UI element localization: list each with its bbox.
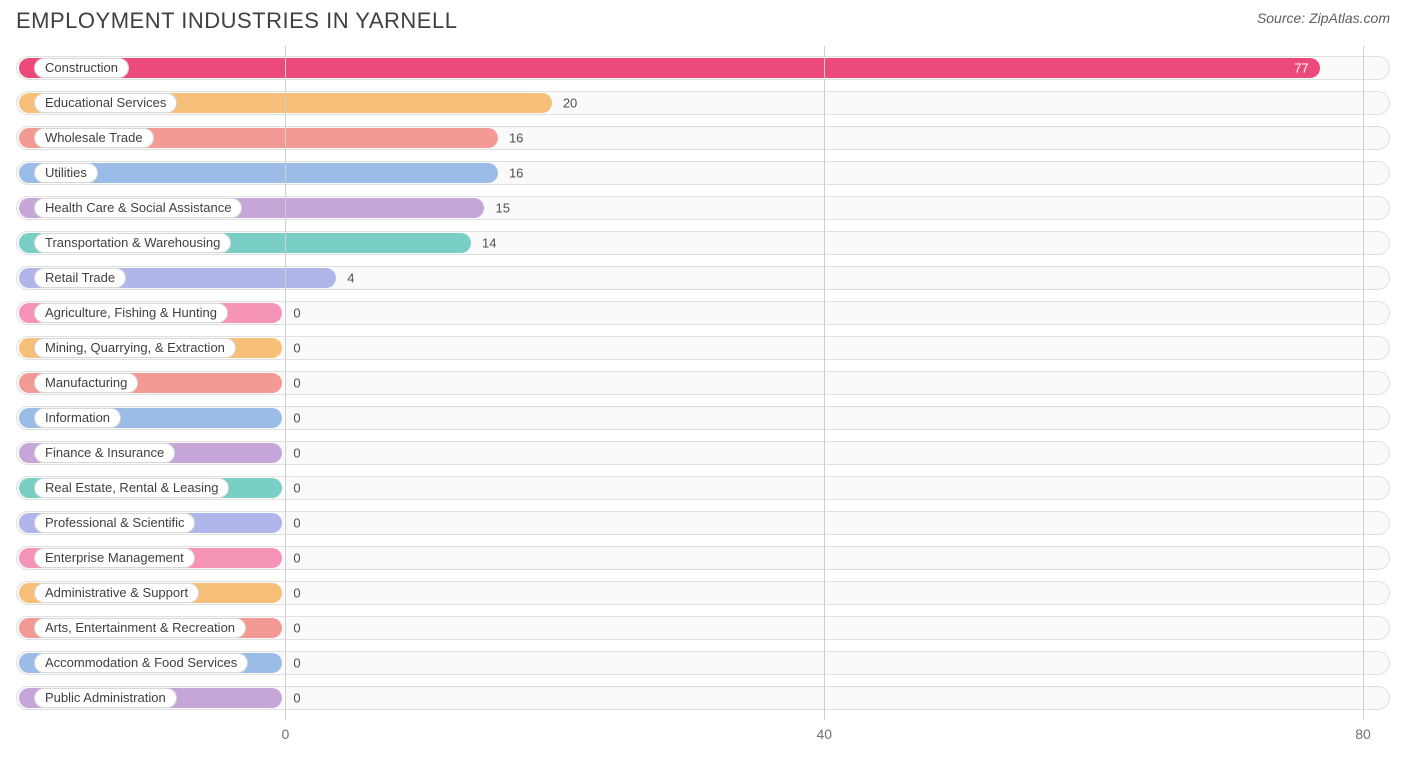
gridline [1363, 46, 1364, 720]
bar-label: Agriculture, Fishing & Hunting [34, 303, 228, 323]
bar-row: Construction 77 [16, 54, 1390, 82]
bar-row: Manufacturing 0 [16, 369, 1390, 397]
bar-row: Administrative & Support 0 [16, 579, 1390, 607]
bar-value: 0 [293, 340, 300, 355]
x-axis-labels: 0 40 80 [16, 724, 1390, 746]
bar-row: Health Care & Social Assistance 15 [16, 194, 1390, 222]
bar-value: 14 [482, 235, 496, 250]
bar-value: 0 [293, 586, 300, 601]
bar-row: Agriculture, Fishing & Hunting 0 [16, 299, 1390, 327]
bar-label: Administrative & Support [34, 583, 199, 603]
chart-title: EMPLOYMENT INDUSTRIES IN YARNELL [16, 8, 457, 34]
bar-row: Transportation & Warehousing 14 [16, 229, 1390, 257]
bar-value: 0 [293, 446, 300, 461]
chart-header: EMPLOYMENT INDUSTRIES IN YARNELL Source:… [0, 0, 1406, 46]
bar-value: 0 [293, 410, 300, 425]
bar-value: 16 [509, 165, 523, 180]
chart-area: Construction 77 Educational Services 20 Whol… [16, 46, 1390, 746]
bar-value: 16 [509, 130, 523, 145]
bar-value: 0 [293, 375, 300, 390]
bar-label: Wholesale Trade [34, 128, 154, 148]
bar-value: 0 [293, 691, 300, 706]
bar-value: 4 [347, 270, 354, 285]
bar-label: Retail Trade [34, 268, 126, 288]
bar-value: 20 [563, 95, 577, 110]
chart-bars-container: Construction 77 Educational Services 20 Whol… [16, 46, 1390, 720]
bar-value: 0 [293, 621, 300, 636]
bar-label: Enterprise Management [34, 548, 195, 568]
chart-source: Source: ZipAtlas.com [1257, 10, 1390, 26]
bar-label: Public Administration [34, 688, 177, 708]
bar-row: Wholesale Trade 16 [16, 124, 1390, 152]
bar-label: Finance & Insurance [34, 443, 175, 463]
bar-value: 0 [293, 481, 300, 496]
bar-value: 0 [293, 551, 300, 566]
bar-label: Construction [34, 58, 129, 78]
bar-value: 0 [293, 656, 300, 671]
bar-label: Transportation & Warehousing [34, 233, 231, 253]
bar-label: Professional & Scientific [34, 513, 195, 533]
bar-label: Mining, Quarrying, & Extraction [34, 338, 236, 358]
bar-label: Utilities [34, 163, 98, 183]
bar-row: Educational Services 20 [16, 89, 1390, 117]
bar-row: Real Estate, Rental & Leasing 0 [16, 474, 1390, 502]
axis-tick: 40 [816, 726, 832, 742]
bar-value: 15 [495, 200, 509, 215]
bar-row: Public Administration 0 [16, 684, 1390, 712]
axis-tick: 0 [282, 726, 290, 742]
bar-row: Information 0 [16, 404, 1390, 432]
bar-row: Accommodation & Food Services 0 [16, 649, 1390, 677]
axis-tick: 80 [1355, 726, 1371, 742]
bar-value: 0 [293, 305, 300, 320]
bar-row: Professional & Scientific 0 [16, 509, 1390, 537]
bar-label: Real Estate, Rental & Leasing [34, 478, 229, 498]
bar-label: Information [34, 408, 121, 428]
bar-row: Enterprise Management 0 [16, 544, 1390, 572]
bar-fill [19, 58, 1320, 78]
gridline [824, 46, 825, 720]
bar-label: Accommodation & Food Services [34, 653, 248, 673]
bar-row: Retail Trade 4 [16, 264, 1390, 292]
chart-plot: Construction 77 Educational Services 20 Whol… [16, 46, 1390, 720]
bar-row: Arts, Entertainment & Recreation 0 [16, 614, 1390, 642]
bar-label: Manufacturing [34, 373, 138, 393]
bar-row: Utilities 16 [16, 159, 1390, 187]
gridline [285, 46, 286, 720]
bar-label: Health Care & Social Assistance [34, 198, 242, 218]
bar-row: Finance & Insurance 0 [16, 439, 1390, 467]
bar-value: 77 [1294, 60, 1308, 75]
bar-row: Mining, Quarrying, & Extraction 0 [16, 334, 1390, 362]
bar-label: Educational Services [34, 93, 177, 113]
bar-value: 0 [293, 516, 300, 531]
bar-label: Arts, Entertainment & Recreation [34, 618, 246, 638]
